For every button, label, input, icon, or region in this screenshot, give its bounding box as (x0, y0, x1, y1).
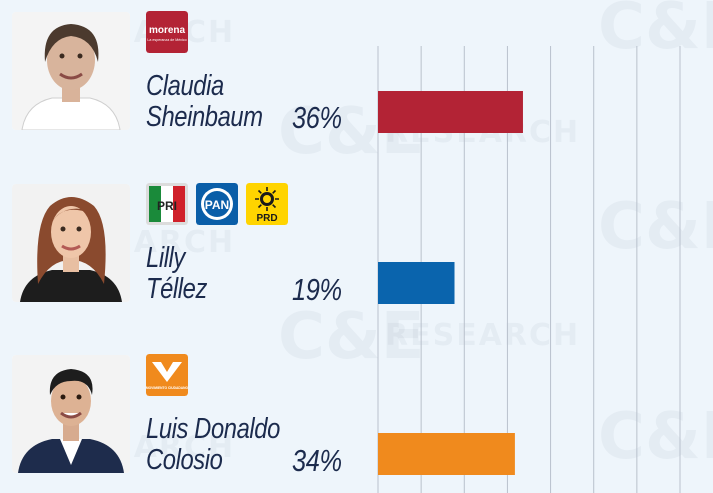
morena-logo: morena La esperanza de México (146, 11, 188, 53)
bar-claudia-sheinbaum (378, 91, 523, 133)
percentage-label: 34% (292, 443, 342, 478)
candidate-photo-sheinbaum (12, 12, 130, 130)
svg-text:PRI: PRI (157, 199, 177, 213)
prd-logo: PRD (246, 183, 288, 225)
bar-luis-donaldo-colosio (378, 433, 515, 475)
candidate-last-name: Téllez (146, 273, 207, 305)
candidate-photo-tellez (12, 184, 130, 302)
candidate-name: Lilly Téllez (146, 243, 207, 305)
svg-text:PRD: PRD (256, 213, 277, 224)
candidate-first-name: Claudia (146, 70, 224, 102)
chart-bars (378, 91, 523, 475)
svg-text:morena: morena (149, 25, 186, 36)
candidate-first-name: Lilly (146, 242, 185, 274)
percentage-label: 19% (292, 272, 342, 307)
movimiento-ciudadano-logo: MOVIMIENTO CIUDADANO (146, 354, 188, 396)
candidate-first-name: Luis Donaldo (146, 413, 280, 445)
pri-logo: PRI (146, 183, 188, 225)
bar-lilly-téllez (378, 262, 455, 304)
svg-text:La esperanza de México: La esperanza de México (147, 38, 186, 42)
candidate-name: Claudia Sheinbaum (146, 71, 263, 133)
candidate-last-name: Colosio (146, 444, 223, 476)
svg-text:PAN: PAN (205, 198, 229, 212)
pan-logo: PAN (196, 183, 238, 225)
candidate-row-tellez: PRI PAN PRD Lilly Téllez 19% (0, 172, 360, 312)
candidate-row-sheinbaum: morena La esperanza de México Claudia Sh… (0, 0, 360, 140)
percentage-label: 36% (292, 100, 342, 135)
candidate-last-name: Sheinbaum (146, 101, 263, 133)
svg-text:MOVIMIENTO CIUDADANO: MOVIMIENTO CIUDADANO (146, 386, 188, 390)
candidate-name: Luis Donaldo Colosio (146, 414, 280, 476)
candidate-row-colosio: MOVIMIENTO CIUDADANO Luis Donaldo Colosi… (0, 343, 360, 483)
candidate-photo-colosio (12, 355, 130, 473)
